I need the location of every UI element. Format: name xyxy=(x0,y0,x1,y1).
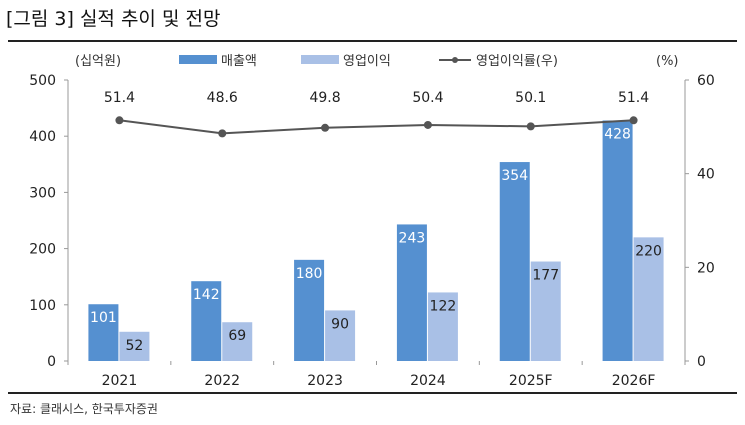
legend-op-label: 영업이익 xyxy=(343,54,391,69)
x-tick-label: 2021 xyxy=(102,373,138,389)
bar-op-label: 90 xyxy=(331,316,349,332)
margin-label: 49.8 xyxy=(309,90,340,106)
legend-sales-swatch xyxy=(179,55,217,64)
margin-point xyxy=(321,123,330,132)
bar-sales-label: 142 xyxy=(193,287,220,303)
margin-label: 51.4 xyxy=(618,90,649,106)
left-tick-label: 100 xyxy=(29,298,56,314)
bar-sales xyxy=(396,224,427,361)
bar-sales xyxy=(88,304,119,361)
x-tick-label: 2025F xyxy=(509,373,553,389)
legend: 매출액 영업이익 영업이익률(우) xyxy=(179,54,558,69)
legend-margin-marker xyxy=(452,57,458,63)
right-tick-label: 40 xyxy=(697,167,715,183)
bar-op-label: 177 xyxy=(532,268,559,284)
figure-title: [그림 3] 실적 추이 및 전망 xyxy=(6,8,220,30)
legend-sales-label: 매출액 xyxy=(221,54,257,69)
bar-sales xyxy=(191,281,222,361)
margin-point xyxy=(115,116,124,125)
bar-op-label: 220 xyxy=(635,243,662,259)
left-tick-label: 0 xyxy=(47,354,56,370)
left-unit-label: (십억원) xyxy=(75,54,121,69)
right-tick-label: 0 xyxy=(697,354,706,370)
x-tick-label: 2026F xyxy=(612,373,656,389)
margin-point xyxy=(526,122,535,131)
right-tick-label: 20 xyxy=(697,260,715,276)
bar-op xyxy=(530,261,561,361)
bar-op-label: 52 xyxy=(126,338,144,354)
margin-point xyxy=(218,129,227,138)
bar-op xyxy=(633,237,664,361)
bar-op xyxy=(119,331,150,361)
margin-label: 50.4 xyxy=(412,90,443,106)
margin-line xyxy=(119,119,634,135)
margin-point xyxy=(423,120,432,129)
margin-point xyxy=(629,116,638,125)
bar-sales-label: 180 xyxy=(296,266,323,282)
margin-label: 50.1 xyxy=(515,90,546,106)
right-tick-label: 60 xyxy=(697,73,715,89)
right-unit-label: (%) xyxy=(656,54,679,69)
bar-sales-label: 354 xyxy=(501,168,528,184)
bar-op xyxy=(427,292,458,361)
legend-margin-label: 영업이익률(우) xyxy=(476,54,558,69)
bar-sales xyxy=(294,259,325,361)
bar-op-label: 69 xyxy=(228,328,246,344)
bar-op-label: 122 xyxy=(430,298,457,314)
bar-sales xyxy=(602,120,633,362)
left-tick-label: 400 xyxy=(29,129,56,145)
left-tick-label: 200 xyxy=(29,242,56,258)
bar-op xyxy=(222,322,253,361)
bar-sales-label: 428 xyxy=(604,126,631,142)
bar-op xyxy=(325,310,356,361)
legend-op-swatch xyxy=(301,55,339,64)
margin-label: 48.6 xyxy=(207,90,238,106)
bar-sales-label: 243 xyxy=(399,230,426,246)
x-tick-label: 2023 xyxy=(307,373,343,389)
bar-sales xyxy=(499,162,530,361)
left-tick-label: 500 xyxy=(29,73,56,89)
bar-sales-label: 101 xyxy=(90,310,117,326)
margin-label: 51.4 xyxy=(104,90,135,106)
x-tick-label: 2022 xyxy=(204,373,240,389)
x-tick-label: 2024 xyxy=(410,373,446,389)
left-tick-label: 300 xyxy=(29,185,56,201)
plot-area: 0 100 200 300 400 500 0 20 40 60 2021 101 52 2022 142 6… xyxy=(29,73,715,389)
source-note: 자료: 클래시스, 한국투자증권 xyxy=(10,402,158,416)
